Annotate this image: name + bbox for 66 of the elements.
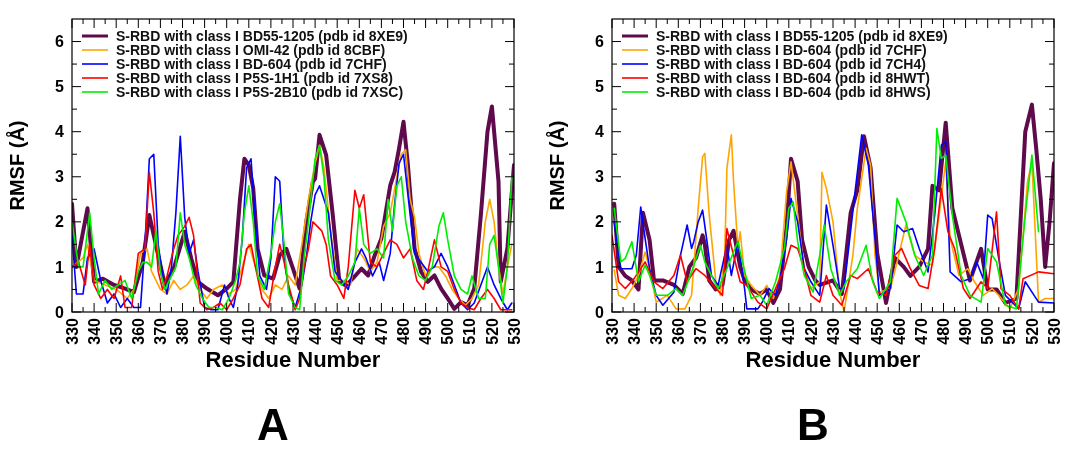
text: A	[257, 400, 289, 449]
x-tick-label: 440	[846, 317, 864, 345]
x-tick-label: 430	[824, 317, 842, 345]
x-tick-label: 410	[240, 317, 258, 345]
x-tick-label: 400	[218, 317, 236, 345]
x-tick-label: 480	[935, 317, 953, 345]
legend-label: S-RBD with class I BD55-1205 (pdb id 8XE9)	[116, 27, 408, 44]
x-tick-label: 470	[373, 317, 390, 345]
x-tick-label: 460	[350, 317, 368, 345]
x-tick-label: 500	[979, 317, 997, 345]
y-axis-title: RMSF (Å)	[545, 120, 568, 211]
x-tick-label: 490	[417, 317, 435, 345]
x-tick-label: 340	[625, 317, 643, 345]
y-tick-label: 2	[55, 213, 65, 231]
x-tick-label: 500	[439, 317, 457, 345]
y-tick-label: 0	[55, 303, 65, 321]
x-tick-label: 420	[262, 317, 280, 345]
x-tick-label: 460	[890, 317, 908, 345]
x-tick-label: 470	[913, 317, 930, 345]
y-tick-label: 2	[595, 213, 605, 231]
x-tick-label: 370	[152, 317, 169, 345]
y-tick-label: 1	[55, 258, 65, 276]
line-series	[612, 187, 1054, 310]
x-tick-label: 510	[461, 317, 479, 345]
y-tick-label: 3	[595, 168, 605, 186]
x-tick-label: 370	[692, 317, 709, 345]
x-tick-label: 350	[107, 317, 125, 345]
x-tick-label: 510	[1001, 317, 1019, 345]
x-axis-title: Residue Number	[745, 347, 921, 372]
y-tick-label: 6	[55, 33, 65, 51]
x-tick-label: 530	[1045, 317, 1063, 345]
x-tick-label: 420	[802, 317, 820, 345]
x-tick-label: 380	[174, 317, 192, 345]
x-tick-label: 490	[957, 317, 975, 345]
y-tick-label: 6	[595, 33, 605, 51]
y-tick-label: 5	[595, 78, 605, 96]
x-tick-label: 450	[328, 317, 346, 345]
x-tick-label: 380	[714, 317, 732, 345]
y-tick-label: 5	[55, 78, 65, 96]
x-tick-label: 330	[603, 317, 621, 345]
y-tick-label: 1	[595, 258, 605, 276]
x-tick-label: 430	[284, 317, 302, 345]
x-tick-label: 350	[647, 317, 665, 345]
y-tick-label: 0	[595, 303, 605, 321]
y-tick-label: 3	[55, 168, 65, 186]
x-tick-label: 530	[505, 317, 523, 345]
x-tick-label: 390	[736, 317, 754, 345]
y-tick-label: 4	[595, 123, 605, 141]
x-tick-label: 480	[395, 317, 413, 345]
legend-label: S-RBD with class I BD55-1205 (pdb id 8XE9)	[656, 27, 948, 44]
x-tick-label: 440	[306, 317, 324, 345]
x-tick-label: 520	[483, 317, 501, 345]
x-tick-label: 340	[85, 317, 103, 345]
x-tick-label: 360	[669, 317, 687, 345]
x-tick-label: 360	[129, 317, 147, 345]
x-tick-label: 330	[63, 317, 81, 345]
y-tick-label: 4	[55, 123, 65, 141]
x-tick-label: 390	[196, 317, 214, 345]
x-tick-label: 520	[1023, 317, 1041, 345]
x-tick-label: 410	[780, 317, 798, 345]
text: B	[797, 400, 829, 449]
line-series	[72, 171, 513, 311]
y-axis-title: RMSF (Å)	[5, 120, 28, 211]
x-tick-label: 450	[868, 317, 886, 345]
x-tick-label: 400	[758, 317, 776, 345]
x-axis-title: Residue Number	[205, 347, 381, 372]
